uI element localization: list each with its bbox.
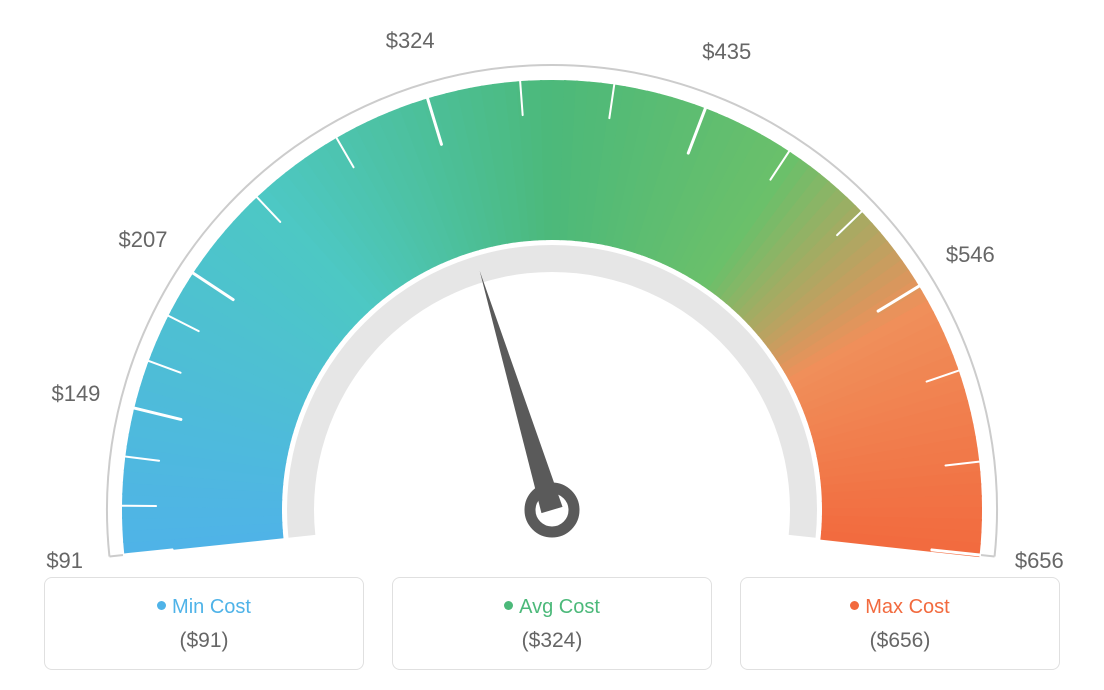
gauge-tick-label: $91: [46, 548, 83, 574]
legend-title-max: Max Cost: [741, 596, 1059, 619]
legend-card-min: Min Cost ($91): [44, 577, 364, 670]
legend-value-max: ($656): [741, 629, 1059, 653]
legend-title-min: Min Cost: [45, 596, 363, 619]
legend-value-min: ($91): [45, 629, 363, 653]
gauge-tick-label: $435: [702, 39, 751, 65]
gauge-tick-label: $546: [946, 242, 995, 268]
dot-icon-max: [850, 601, 859, 610]
legend-card-max: Max Cost ($656): [740, 577, 1060, 670]
gauge-svg: [0, 0, 1104, 560]
legend-label-max: Max Cost: [865, 596, 949, 618]
legend-title-avg: Avg Cost: [393, 596, 711, 619]
gauge-tick-label: $324: [386, 28, 435, 54]
dot-icon-avg: [504, 601, 513, 610]
gauge-tick-label: $656: [1015, 548, 1064, 574]
gauge-tick-label: $207: [119, 227, 168, 253]
cost-gauge-chart: $91$149$207$324$435$546$656: [0, 0, 1104, 560]
legend-row: Min Cost ($91) Avg Cost ($324) Max Cost …: [0, 577, 1104, 670]
legend-value-avg: ($324): [393, 629, 711, 653]
legend-label-avg: Avg Cost: [519, 596, 600, 618]
gauge-tick-label: $149: [51, 381, 100, 407]
legend-card-avg: Avg Cost ($324): [392, 577, 712, 670]
legend-label-min: Min Cost: [172, 596, 251, 618]
dot-icon-min: [157, 601, 166, 610]
